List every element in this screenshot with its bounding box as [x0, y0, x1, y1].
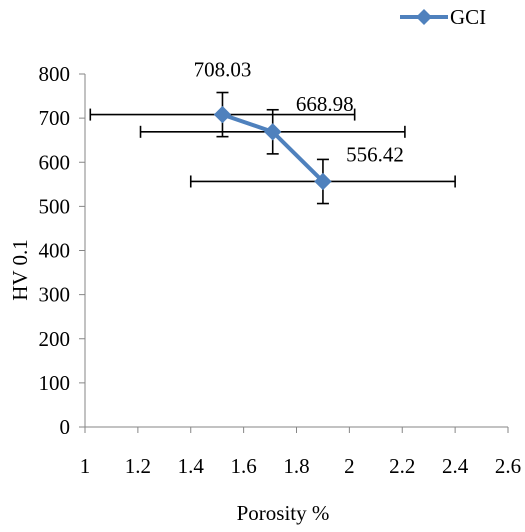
legend-label: GCI: [450, 5, 486, 29]
data-point-marker: [213, 105, 232, 124]
data-point-marker: [263, 123, 282, 141]
y-tick-label: 600: [39, 150, 71, 174]
y-tick-label: 300: [39, 283, 71, 307]
y-tick-label: 500: [39, 194, 71, 218]
x-tick-label: 2: [344, 454, 355, 478]
y-tick-label: 0: [60, 415, 71, 439]
y-tick-label: 700: [39, 106, 71, 130]
axes: [79, 73, 509, 433]
x-tick-label: 2.4: [442, 454, 469, 478]
x-tick-label: 1.8: [283, 454, 309, 478]
x-tick-label: 1.4: [178, 454, 205, 478]
y-tick-label: 200: [39, 327, 71, 351]
tick-labels: 0 100 200 300 400 500 600 700 800 1 1.2 1.4 1.6 1.8 2 2…: [39, 62, 522, 478]
y-axis-label: HV 0.1: [8, 239, 32, 300]
y-tick-label: 800: [39, 62, 71, 86]
data-label: 708.03: [194, 58, 252, 82]
legend: GCI: [400, 5, 486, 29]
series-gci: [213, 105, 332, 191]
x-tick-label: 2.6: [495, 454, 521, 478]
data-labels: 708.03 668.98 556.42: [194, 58, 404, 167]
legend-marker: [416, 9, 432, 25]
x-tick-label: 1.2: [125, 454, 151, 478]
x-tick-label: 1: [80, 454, 91, 478]
y-tick-label: 100: [39, 371, 71, 395]
data-label: 668.98: [296, 92, 354, 116]
x-axis-label: Porosity %: [237, 501, 330, 525]
data-point-marker: [314, 172, 332, 191]
data-label: 556.42: [346, 142, 404, 166]
x-tick-label: 1.6: [231, 454, 257, 478]
x-tick-label: 2.2: [389, 454, 415, 478]
y-tick-label: 400: [39, 239, 71, 263]
